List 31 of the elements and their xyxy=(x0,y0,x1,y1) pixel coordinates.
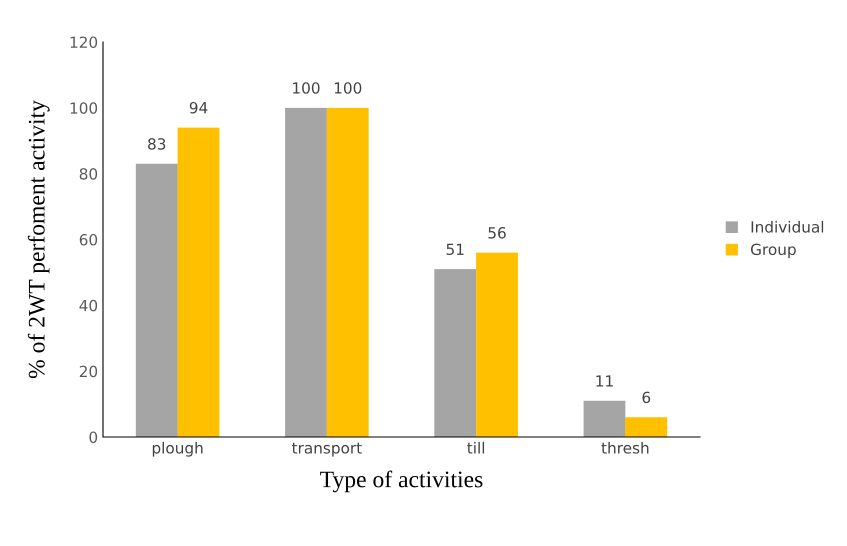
y-tick-label: 0 xyxy=(89,431,98,444)
data-label: 100 xyxy=(293,82,320,94)
bar xyxy=(326,108,369,437)
bar xyxy=(584,400,626,437)
data-label: 6 xyxy=(642,392,650,404)
bar xyxy=(136,164,178,437)
y-tick-label: 80 xyxy=(80,168,98,180)
x-tick-label: thresh xyxy=(601,442,648,454)
y-axis-title: % of 2WT perfoment activity xyxy=(28,100,50,378)
data-label: 100 xyxy=(334,82,362,94)
y-tick-label: 40 xyxy=(79,300,98,312)
bar xyxy=(434,269,476,437)
y-tick-label: 120 xyxy=(70,36,98,48)
data-label: 56 xyxy=(488,227,506,239)
x-tick-label: till xyxy=(467,442,484,454)
x-tick-label: plough xyxy=(152,442,203,457)
bar xyxy=(285,108,327,437)
bar xyxy=(476,252,518,437)
data-label: 94 xyxy=(190,102,208,114)
x-tick-label: transport xyxy=(292,442,362,457)
legend-label: Group xyxy=(750,244,796,258)
x-axis-title: Type of activities xyxy=(320,470,482,492)
data-label: 83 xyxy=(148,138,166,150)
y-tick-label: 100 xyxy=(70,102,98,114)
legend-label: Individual xyxy=(752,220,824,233)
bar xyxy=(625,417,668,437)
data-label: 11 xyxy=(596,375,613,387)
y-tick-label: 20 xyxy=(80,366,98,378)
bar xyxy=(178,128,220,437)
y-tick-label: 60 xyxy=(80,234,98,246)
data-label: 51 xyxy=(446,244,464,256)
